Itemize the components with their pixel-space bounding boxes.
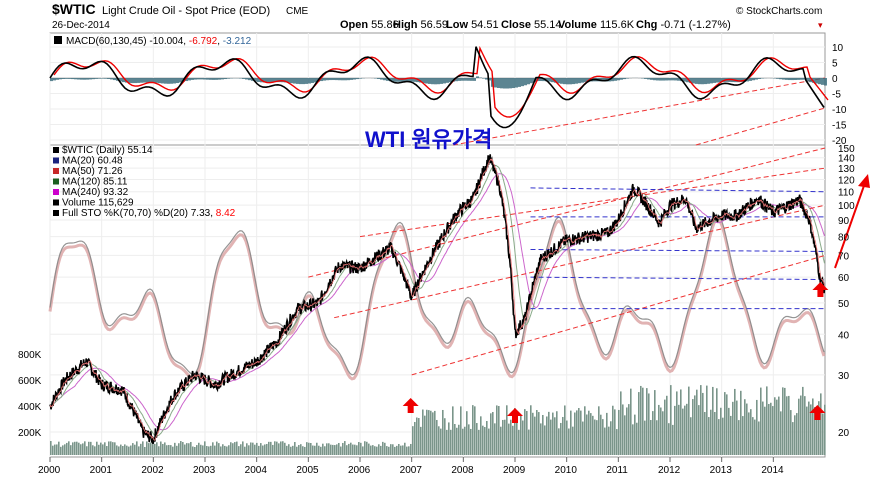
x-tick-label: 2001 — [90, 465, 113, 476]
uptrend-arrow — [834, 174, 870, 269]
legend-ma20: MA(20) 60.48 — [62, 156, 123, 167]
legend-ma50: MA(50) 71.26 — [62, 166, 123, 177]
volume-tick: 600K — [18, 376, 42, 387]
svg-text:MACD(60,130,45) -10.004, -6.79: MACD(60,130,45) -10.004, -6.792, -3.212 — [66, 36, 252, 47]
price-panel — [49, 144, 826, 458]
exchange: CME — [286, 6, 309, 17]
macd-legend-swatch — [54, 36, 62, 44]
macd-label: MACD(60,130,45) — [66, 36, 147, 47]
symbol: $WTIC — [52, 1, 96, 17]
macd-tick: 10 — [832, 43, 844, 54]
ma50-line — [49, 158, 825, 441]
legend-swatch-ma50 — [53, 168, 59, 174]
legend-swatch-ma20 — [53, 157, 59, 164]
y-tick-label: 110 — [838, 188, 854, 199]
x-tick-label: 2003 — [193, 465, 216, 476]
chart-date: 26-Dec-2014 — [52, 20, 110, 31]
y-tick-label: 20 — [838, 428, 850, 439]
volume-tick: 800K — [18, 350, 42, 361]
up-arrow-icon — [507, 408, 523, 423]
legend-swatch-ma240 — [53, 189, 59, 195]
x-tick-label: 2006 — [348, 465, 371, 476]
x-tick-label: 2010 — [555, 465, 578, 476]
y-tick-label: 80 — [838, 233, 850, 244]
macd-signal-line — [53, 45, 829, 118]
chart-header: $WTIC Light Crude Oil - Spot Price (EOD)… — [52, 1, 823, 31]
y-tick-label: 70 — [838, 251, 850, 262]
y-tick-label: 130 — [838, 164, 855, 175]
x-tick-label: 2002 — [141, 465, 164, 476]
volume-axis: 800K 600K 400K 200K — [18, 350, 42, 439]
annotation-title: WTI 원유가격 — [365, 127, 492, 152]
legend-ma240: MA(240) 93.32 — [62, 187, 129, 198]
x-tick-label: 2004 — [245, 465, 268, 476]
legend-price: $WTIC (Daily) 55.14 — [62, 145, 153, 156]
sto-d-line — [48, 217, 826, 381]
macd-legend: MACD(60,130,45) -10.004, -6.792, -3.212 — [54, 36, 252, 47]
brand-logo: © StockCharts.com — [736, 6, 822, 17]
macd-tick: -20 — [832, 136, 847, 147]
up-arrow-icon — [809, 405, 826, 420]
macd-tick: -10 — [832, 105, 847, 116]
x-tick-label: 2009 — [503, 465, 526, 476]
y-tick-label: 100 — [838, 201, 855, 212]
ohlc-volume: Volume 115.6K — [558, 19, 635, 31]
volume-tick: 200K — [18, 428, 42, 439]
x-tick-label: 2012 — [658, 465, 681, 476]
markers — [402, 282, 829, 423]
macd-tick: -15 — [832, 121, 847, 132]
sto-k-line — [49, 214, 825, 376]
y-tick-label: 60 — [838, 273, 850, 284]
ohlc-chg: Chg -0.71 (-1.27%) — [636, 19, 731, 31]
x-tick-label: 2014 — [761, 465, 784, 476]
symbol-name: Light Crude Oil - Spot Price (EOD) — [102, 5, 270, 17]
macd-hist-value: -3.212 — [223, 36, 252, 47]
macd-tick: 0 — [832, 74, 838, 85]
y-tick-label: 40 — [838, 330, 850, 341]
x-tick-label: 2000 — [38, 465, 61, 476]
legend-swatch-volume — [53, 199, 59, 206]
volume-bars — [50, 385, 826, 455]
x-tick-label: 2007 — [400, 465, 423, 476]
macd-tick: -5 — [832, 90, 841, 101]
x-tick-label: 2013 — [710, 465, 733, 476]
macd-signal-value: -6.792 — [189, 36, 218, 47]
y-tick-label: 150 — [838, 144, 855, 155]
legend-swatch-ma120 — [53, 178, 59, 185]
legend-ma120: MA(120) 85.11 — [62, 177, 128, 188]
volume-tick: 400K — [18, 402, 42, 413]
ma240-line — [49, 173, 825, 431]
trend-lines — [308, 77, 826, 376]
y-tick-label: 50 — [838, 299, 850, 310]
y-tick-label: 140 — [838, 154, 855, 165]
ohlc-low: Low 54.51 — [446, 19, 499, 31]
legend-swatch-price — [53, 147, 59, 153]
ma120-line — [49, 164, 825, 437]
legend-sto: Full STO %K(70,70) %D(20) 7.33, 8.42 — [62, 208, 236, 219]
chg-down-icon: ▾ — [818, 20, 823, 30]
ohlc-high: High 56.59 — [393, 19, 448, 31]
ohlc-open: Open 55.86 — [340, 19, 399, 31]
x-tick-label: 2011 — [606, 465, 628, 476]
macd-value: -10.004 — [149, 36, 183, 47]
legend-volume: Volume 115,629 — [62, 198, 134, 209]
x-axis: 2000 2001 2002 2003 2004 2005 2006 2007 2008 2009… — [38, 457, 784, 476]
y-tick-label: 90 — [838, 216, 850, 227]
x-tick-label: 2005 — [296, 465, 319, 476]
up-arrow-icon — [402, 398, 419, 413]
legend-swatch-sto — [53, 210, 59, 216]
macd-line — [49, 46, 825, 129]
y-tick-label: 120 — [838, 175, 855, 186]
x-tick-label: 2008 — [451, 465, 474, 476]
up-arrow-icon — [812, 282, 829, 297]
ohlc-close: Close 55.14 — [501, 19, 562, 31]
macd-tick: 5 — [832, 59, 838, 70]
y-tick-label: 30 — [838, 371, 850, 382]
